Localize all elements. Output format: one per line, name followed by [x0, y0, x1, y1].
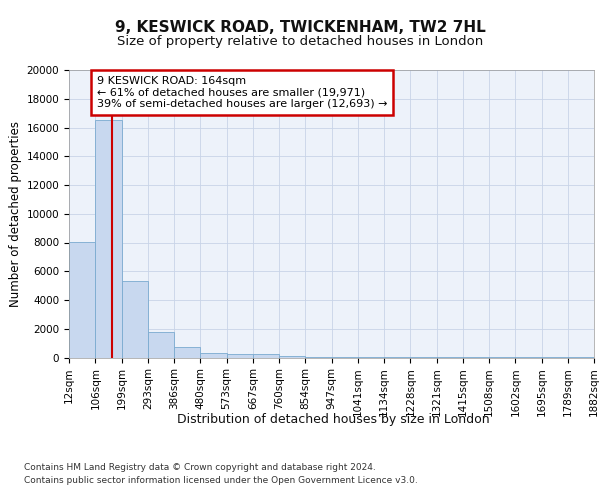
Text: 9, KESWICK ROAD, TWICKENHAM, TW2 7HL: 9, KESWICK ROAD, TWICKENHAM, TW2 7HL: [115, 20, 485, 35]
Bar: [279, 356, 305, 358]
Bar: [148, 332, 174, 357]
Bar: [69, 242, 95, 358]
Y-axis label: Number of detached properties: Number of detached properties: [10, 120, 22, 306]
Text: Contains public sector information licensed under the Open Government Licence v3: Contains public sector information licen…: [24, 476, 418, 485]
Text: 9 KESWICK ROAD: 164sqm
← 61% of detached houses are smaller (19,971)
39% of semi: 9 KESWICK ROAD: 164sqm ← 61% of detached…: [97, 76, 387, 109]
Bar: [227, 354, 253, 358]
Bar: [200, 353, 227, 358]
Bar: [121, 282, 148, 358]
Bar: [174, 346, 200, 358]
Text: Size of property relative to detached houses in London: Size of property relative to detached ho…: [117, 35, 483, 48]
Text: Contains HM Land Registry data © Crown copyright and database right 2024.: Contains HM Land Registry data © Crown c…: [24, 462, 376, 471]
Bar: [253, 354, 279, 358]
Text: Distribution of detached houses by size in London: Distribution of detached houses by size …: [176, 412, 490, 426]
Bar: [95, 120, 121, 358]
Bar: [305, 357, 331, 358]
